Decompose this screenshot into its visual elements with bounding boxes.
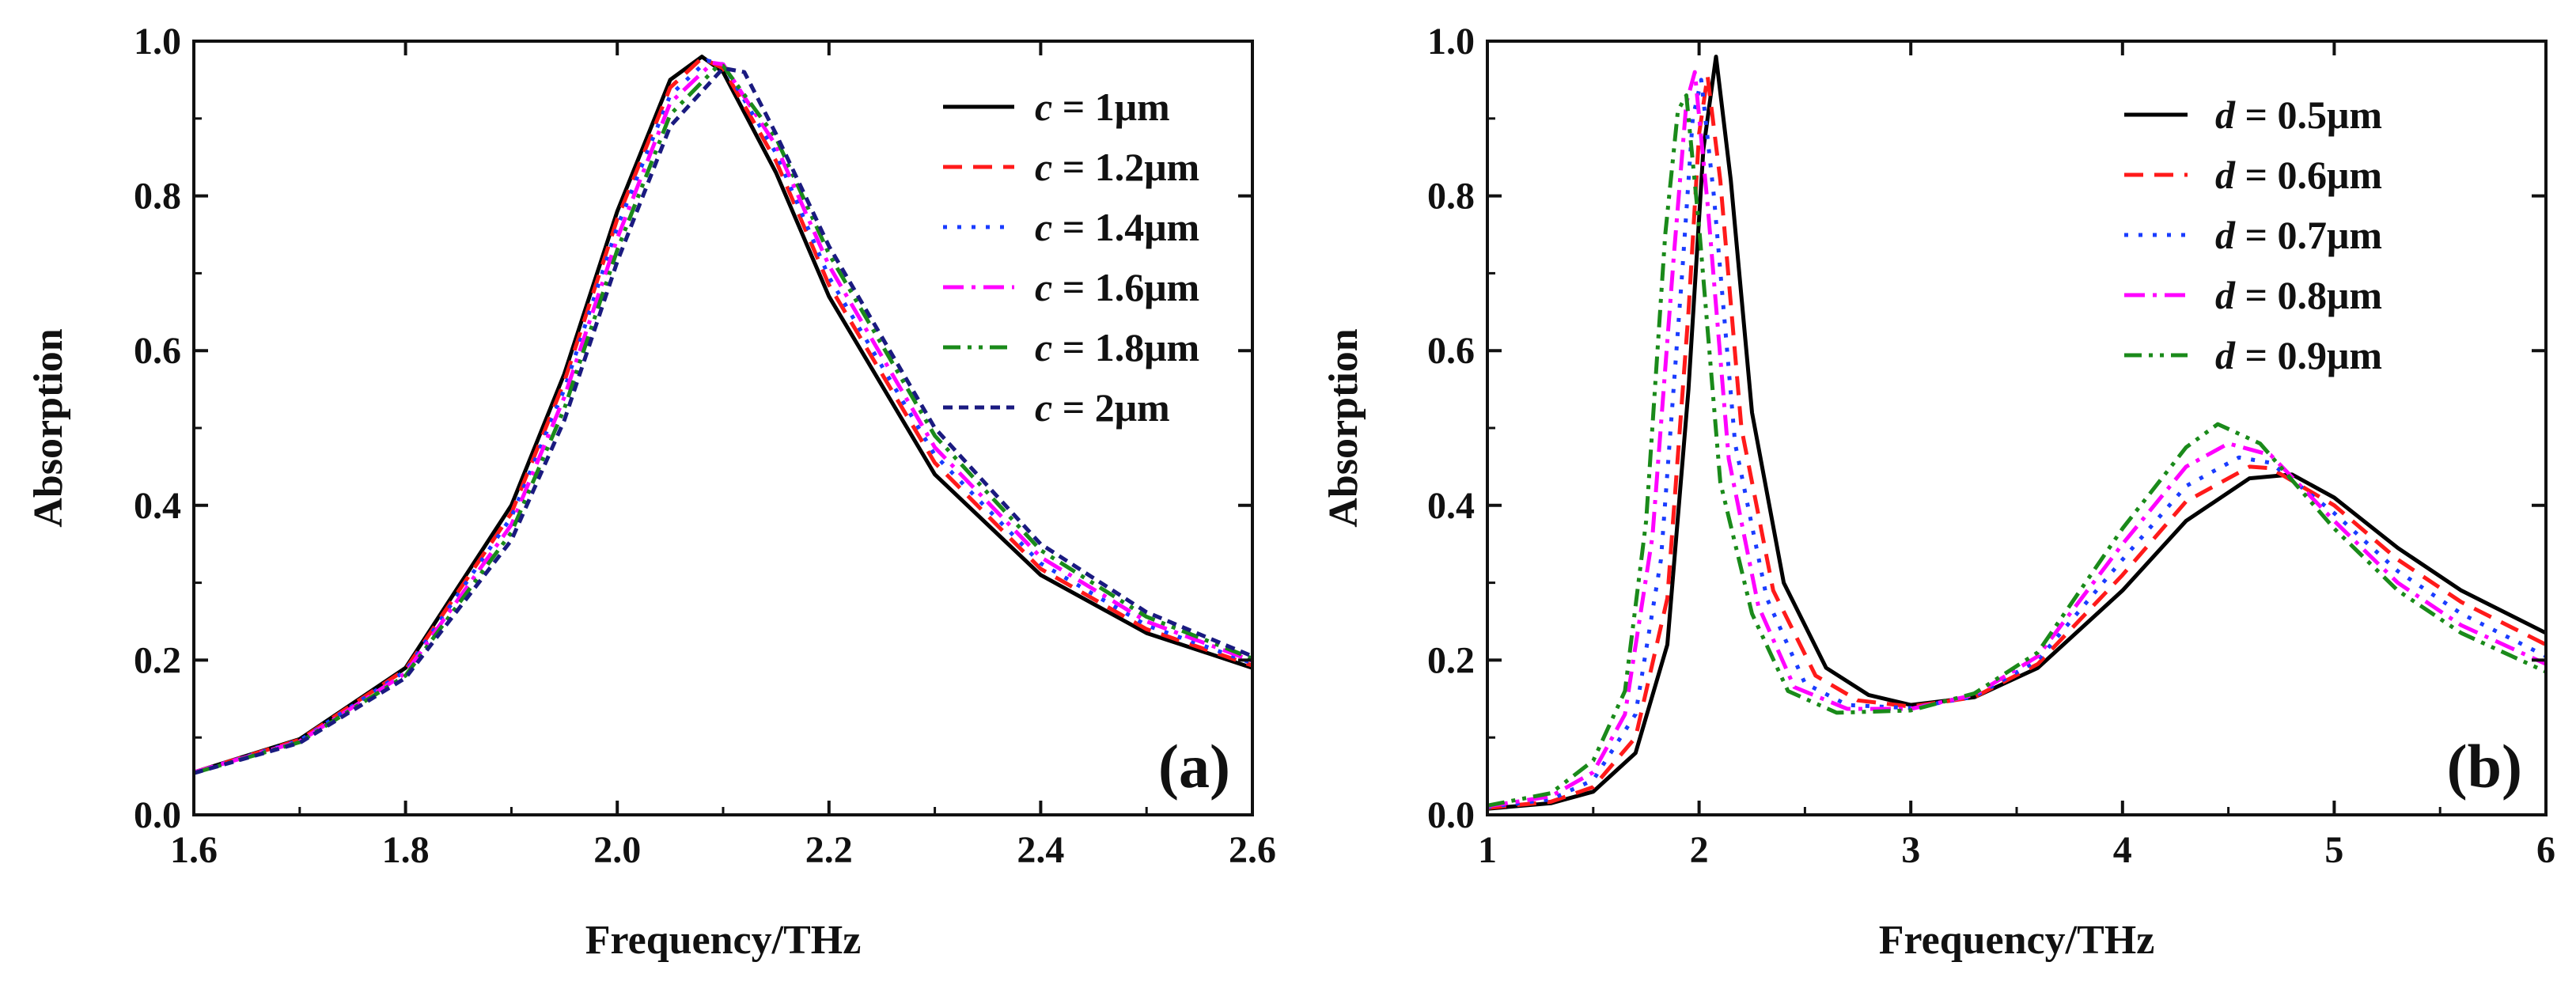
panel-label: (b) [2447, 732, 2522, 801]
legend-label: c = 1.8μm [1035, 325, 1199, 369]
chart-b: 1 2 3 4 5 6 0.0 0.2 0.4 0.6 0.8 1.0 Frequency/THz Abs… [1321, 21, 2555, 963]
y-tick-label: 0.6 [134, 330, 181, 372]
series-group [1487, 55, 2546, 811]
chart-a: 1.6 1.8 2.0 2.2 2.4 2.6 0.0 0.2 0.4 0.6 0.8 1.0 Freq… [26, 21, 1276, 963]
x-tick-label: 1.6 [170, 829, 218, 871]
y-tick-label: 1.0 [1427, 21, 1475, 62]
series-line-c-1.4μm [194, 59, 1252, 775]
x-tick-label: 3 [1901, 829, 1920, 871]
series-line-c-1.6μm [194, 60, 1252, 775]
x-axis-label: Frequency/THz [1879, 918, 2155, 963]
legend-label: d = 0.8μm [2215, 273, 2382, 317]
legend-label: c = 1.2μm [1035, 145, 1199, 189]
y-tick-label: 0.4 [134, 485, 181, 527]
x-tick-label: 2.6 [1229, 829, 1276, 871]
series-line-c-1μm [194, 55, 1252, 775]
x-tick-label: 6 [2536, 829, 2555, 871]
x-axis-label: Frequency/THz [585, 918, 862, 963]
x-tick-label: 2.2 [805, 829, 853, 871]
y-axis-label: Absorption [1321, 328, 1366, 527]
x-tick-label: 2.0 [593, 829, 641, 871]
x-tick-label: 2 [1690, 829, 1709, 871]
x-tick-label: 4 [2113, 829, 2132, 871]
y-tick-label: 0.6 [1427, 330, 1475, 372]
y-tick-label: 0.8 [1427, 176, 1475, 218]
panel-label: (a) [1158, 732, 1230, 801]
legend: d = 0.5μm d = 0.6μm d = 0.7μm d = 0.8μm d = … [2124, 93, 2382, 377]
y-tick-label: 0.4 [1427, 485, 1475, 527]
x-tick-label: 5 [2324, 829, 2343, 871]
legend-label: d = 0.5μm [2215, 93, 2382, 137]
legend-label: c = 1.4μm [1035, 205, 1199, 249]
y-tick-label: 0.0 [134, 794, 181, 836]
y-tick-label: 1.0 [134, 21, 181, 62]
legend-label: c = 1μm [1035, 85, 1170, 129]
x-tick-label: 1 [1478, 829, 1497, 871]
series-line-d-0.6μm [1487, 74, 2546, 810]
x-tick-label: 2.4 [1017, 829, 1064, 871]
series-line-c-1.8μm [194, 63, 1252, 775]
legend: c = 1μm c = 1.2μm c = 1.4μm c = 1.6μm c = 1.… [943, 85, 1199, 430]
y-tick-label: 0.8 [134, 176, 181, 218]
series-line-c-2μm [194, 66, 1252, 775]
legend-label: d = 0.7μm [2215, 213, 2382, 257]
y-tick-label: 0.0 [1427, 794, 1475, 836]
y-axis-label: Absorption [26, 328, 71, 527]
series-group [194, 55, 1252, 775]
y-tick-label: 0.2 [1427, 639, 1475, 681]
series-line-d-0.5μm [1487, 55, 2546, 811]
y-tick-label: 0.2 [134, 639, 181, 681]
series-line-d-0.7μm [1487, 78, 2546, 809]
series-line-d-0.9μm [1487, 93, 2546, 808]
legend-label: d = 0.6μm [2215, 153, 2382, 197]
legend-label: c = 2μm [1035, 385, 1170, 430]
legend-label: c = 1.6μm [1035, 265, 1199, 309]
legend-label: d = 0.9μm [2215, 333, 2382, 377]
x-tick-label: 1.8 [382, 829, 430, 871]
